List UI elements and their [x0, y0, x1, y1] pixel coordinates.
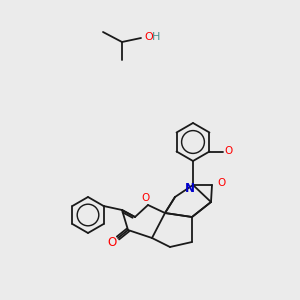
Text: O: O — [141, 193, 149, 203]
Text: N: N — [185, 182, 195, 196]
Text: O: O — [224, 146, 233, 155]
Text: O: O — [144, 32, 153, 42]
Text: O: O — [107, 236, 117, 248]
Text: O: O — [217, 178, 225, 188]
Text: H: H — [152, 32, 160, 42]
